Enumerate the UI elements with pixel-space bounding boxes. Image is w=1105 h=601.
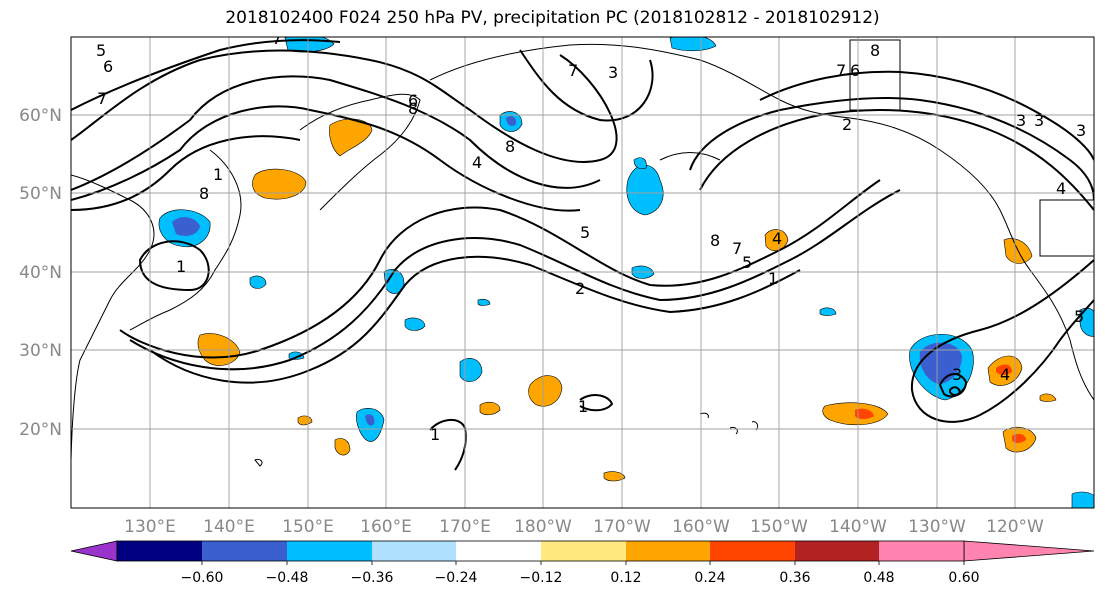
contour-label: 1	[213, 165, 223, 184]
colorbar-swatch	[710, 541, 795, 561]
contour-label: 8	[408, 99, 418, 118]
colorbar-extend-low	[70, 540, 118, 562]
contour-label: 5	[1074, 307, 1084, 326]
contour-label: 7	[568, 61, 578, 80]
lon-label: 170°E	[439, 517, 491, 537]
lat-label: 40°N	[19, 263, 62, 283]
colorbar-tick-label: 0.24	[694, 570, 725, 586]
contour-label: 3	[1034, 111, 1044, 130]
plot-frame	[70, 36, 1095, 509]
colorbar-swatch	[795, 541, 879, 561]
contour-label: 4	[1000, 365, 1010, 384]
colorbar-swatch	[626, 541, 710, 561]
colorbar-tick-label: −0.36	[351, 570, 394, 586]
colorbar-tick-label: 0.48	[863, 570, 894, 586]
lon-label: 130°E	[124, 517, 176, 537]
contour-label: 1	[578, 397, 588, 416]
latitude-labels: 60°N 50°N 40°N 30°N 20°N	[19, 106, 62, 440]
colorbar-swatch	[456, 541, 541, 561]
contour-label: 4	[772, 229, 782, 248]
lat-label: 30°N	[19, 341, 62, 361]
contour-label: 3	[608, 63, 618, 82]
contour-label: 7	[97, 89, 107, 108]
pv-contours	[71, 39, 1094, 471]
contour-label: 4	[1056, 179, 1066, 198]
contour-label: 3	[1016, 111, 1026, 130]
colorbar-swatch	[287, 541, 372, 561]
lon-label: 180°W	[514, 517, 572, 537]
contour-label: 5	[742, 253, 752, 272]
contour-label: 1	[768, 269, 778, 288]
lon-label: 170°W	[593, 517, 651, 537]
contour-label: 6	[408, 91, 418, 110]
lon-label: 130°W	[908, 517, 966, 537]
lon-label: 120°W	[986, 517, 1044, 537]
colorbar-tick-label: −0.24	[435, 570, 478, 586]
colorbar-tick-label: −0.48	[266, 570, 309, 586]
lat-label: 60°N	[19, 106, 62, 126]
colorbar: −0.60 −0.48 −0.36 −0.24 −0.12 0.12 0.24 …	[70, 540, 1095, 586]
contour-label: 1	[176, 257, 186, 276]
contour-label: 2	[575, 279, 585, 298]
map-title: 2018102400 F024 250 hPa PV, precipitatio…	[225, 8, 880, 28]
contour-label: 8	[710, 231, 720, 250]
colorbar-tick-label: −0.60	[181, 570, 224, 586]
colorbar-frame	[116, 540, 965, 562]
lat-label: 20°N	[19, 420, 62, 440]
contour-label: 5	[580, 223, 590, 242]
lon-label: 160°E	[360, 517, 412, 537]
contour-label: 6	[850, 61, 860, 80]
lon-label: 150°W	[750, 517, 808, 537]
contour-label: 3	[1076, 121, 1086, 140]
contour-label: 3	[952, 365, 962, 384]
contour-label: 7	[732, 239, 742, 258]
contour-labels: 5 6 7 7 8 1 8 1 3 6 8 4 5 2 8 7 5 1 4 7 …	[96, 29, 1086, 444]
lon-label: 140°E	[203, 517, 255, 537]
lat-label: 50°N	[19, 184, 62, 204]
contour-label: 1	[430, 425, 440, 444]
colorbar-swatch	[372, 541, 456, 561]
contour-label: 4	[472, 153, 482, 172]
lon-label: 150°E	[282, 517, 334, 537]
contour-label: 7	[836, 61, 846, 80]
precipitation-shading	[158, 37, 1094, 508]
colorbar-tick-label: 0.60	[948, 570, 979, 586]
coastlines	[71, 39, 1094, 467]
colorbar-tick-label: 0.36	[779, 570, 810, 586]
colorbar-tick-label: −0.12	[520, 570, 563, 586]
lon-label: 140°W	[829, 517, 887, 537]
contour-label: 2	[842, 115, 852, 134]
colorbar-swatch	[879, 541, 964, 561]
colorbar-swatch	[117, 541, 202, 561]
contour-label: 8	[870, 41, 880, 60]
contour-label: 5	[96, 41, 106, 60]
colorbar-extend-high	[963, 540, 1095, 562]
gridlines	[71, 37, 1094, 508]
contour-label: 8	[505, 137, 515, 156]
longitude-labels: 130°E 140°E 150°E 160°E 170°E 180°W 170°…	[124, 517, 1044, 537]
contour-label: 6	[103, 57, 113, 76]
contour-label: 7	[272, 29, 282, 48]
lon-label: 160°W	[672, 517, 730, 537]
colorbar-tick-label: 0.12	[610, 570, 641, 586]
colorbar-swatch	[541, 541, 626, 561]
contour-label: 8	[199, 184, 209, 203]
colorbar-swatch	[202, 541, 287, 561]
